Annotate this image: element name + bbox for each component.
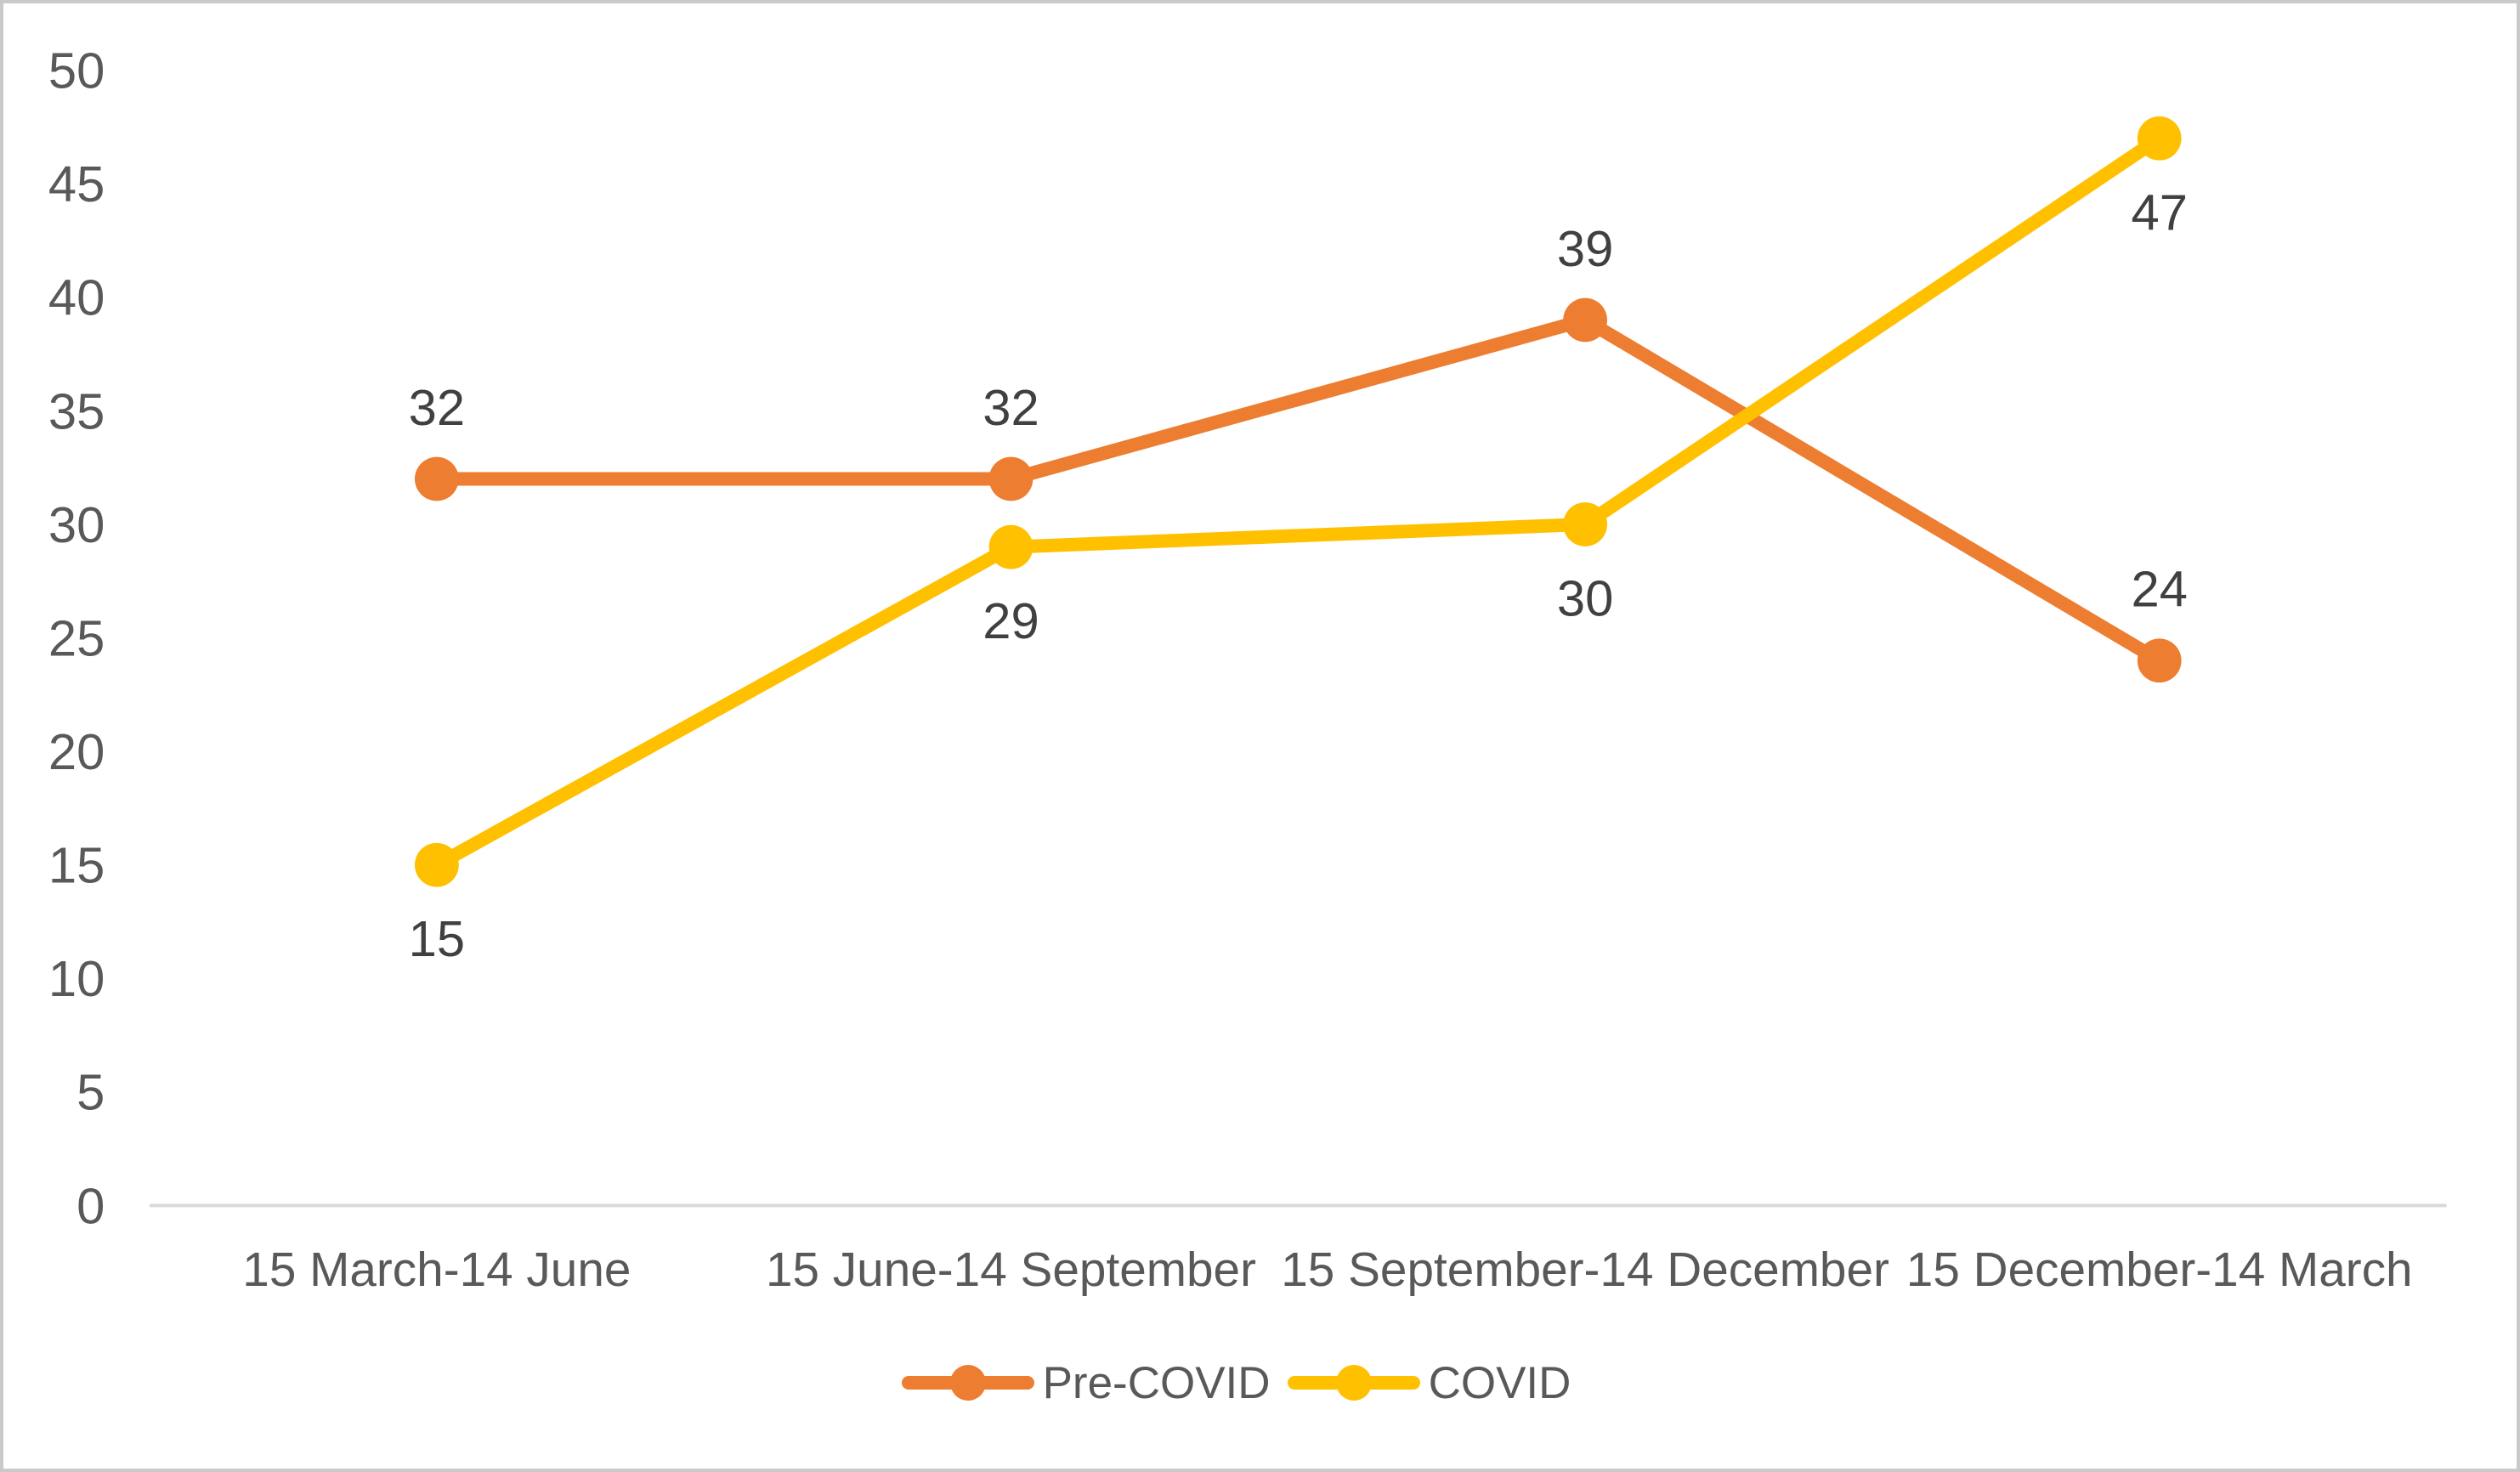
- svg-text:39: 39: [1557, 220, 1613, 277]
- svg-text:40: 40: [48, 269, 105, 326]
- svg-text:5: 5: [76, 1064, 105, 1121]
- svg-text:15 June-14 September: 15 June-14 September: [766, 1243, 1256, 1297]
- svg-text:30: 30: [1557, 569, 1613, 626]
- svg-text:30: 30: [48, 496, 105, 553]
- legend-item-covid: COVID: [1287, 1356, 1571, 1410]
- svg-text:32: 32: [409, 379, 465, 436]
- svg-text:15: 15: [48, 837, 105, 894]
- svg-text:29: 29: [983, 592, 1039, 649]
- legend-item-pre-covid: Pre-COVID: [901, 1356, 1271, 1410]
- svg-text:10: 10: [48, 950, 105, 1007]
- chart-canvas: 0 5 10 15 20 25 30 35 40 45 50 15 March-14 June 15 J…: [48, 42, 2447, 1297]
- svg-text:15 September-14 December: 15 September-14 December: [1281, 1243, 1889, 1297]
- svg-text:35: 35: [48, 382, 105, 439]
- svg-text:47: 47: [2131, 184, 2187, 241]
- svg-text:20: 20: [48, 723, 105, 780]
- svg-text:15 December-14 March: 15 December-14 March: [1906, 1243, 2413, 1297]
- svg-text:45: 45: [48, 156, 105, 212]
- svg-text:15 March-14 June: 15 March-14 June: [242, 1243, 631, 1297]
- svg-text:15: 15: [409, 910, 465, 967]
- svg-text:24: 24: [2131, 561, 2187, 618]
- svg-text:50: 50: [48, 42, 105, 99]
- legend-label-covid: COVID: [1428, 1357, 1571, 1408]
- svg-text:0: 0: [76, 1177, 105, 1234]
- chart-legend: Pre-COVID COVID: [0, 1355, 2493, 1411]
- pre-covid-line-marker-icon: [901, 1365, 1034, 1401]
- svg-text:25: 25: [48, 609, 105, 666]
- covid-line-marker-icon: [1287, 1365, 1420, 1401]
- legend-label-pre-covid: Pre-COVID: [1042, 1357, 1271, 1408]
- svg-text:32: 32: [983, 379, 1039, 436]
- line-chart-figure: 0 5 10 15 20 25 30 35 40 45 50 15 March-14 June 15 J…: [3, 3, 2517, 1469]
